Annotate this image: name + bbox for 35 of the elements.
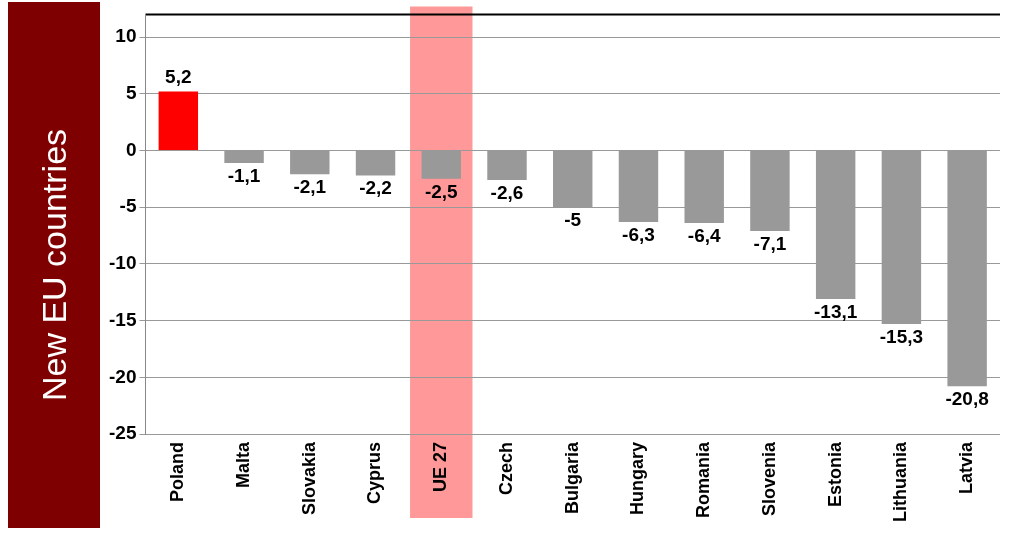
x-tick-label: Malta xyxy=(233,441,254,489)
data-label: -6,4 xyxy=(687,224,721,246)
data-label: -2,6 xyxy=(490,181,524,203)
y-tick-label: -5 xyxy=(119,195,137,217)
y-tick-label: 5 xyxy=(125,82,137,104)
x-tick-label: Latvia xyxy=(956,441,977,495)
y-tick-label: -20 xyxy=(108,365,137,387)
x-tick-label: Czech xyxy=(495,442,516,496)
x-tick-label: Bulgaria xyxy=(561,441,582,515)
y-tick-label: -15 xyxy=(108,308,137,330)
data-label: 5,2 xyxy=(165,66,192,88)
data-label: -1,1 xyxy=(227,164,261,186)
x-tick-label: Slovakia xyxy=(298,441,319,516)
y-tick-label: 0 xyxy=(125,138,137,160)
data-label: -15,3 xyxy=(879,325,924,347)
data-label: -13,1 xyxy=(814,300,858,322)
x-tick-label: Poland xyxy=(167,442,188,503)
data-label: -6,3 xyxy=(622,223,655,245)
x-tick-label: Slovenia xyxy=(758,441,779,517)
x-tick-label: Romania xyxy=(693,441,714,519)
data-label: -5 xyxy=(564,208,582,230)
data-label: -2,1 xyxy=(293,176,327,198)
y-tick-label: -25 xyxy=(108,422,137,444)
data-label: -20,8 xyxy=(945,388,989,410)
x-tick-label: Hungary xyxy=(627,442,648,516)
data-label: -7,1 xyxy=(753,232,787,254)
x-tick-label: Estonia xyxy=(824,441,845,508)
x-tick-label: Lithuania xyxy=(890,441,911,522)
y-axis-title: New EU countries xyxy=(34,128,74,402)
x-tick-label: Cyprus xyxy=(364,442,385,505)
data-label: -2,2 xyxy=(359,177,392,199)
y-tick-label: 10 xyxy=(115,25,137,47)
y-tick-label: -10 xyxy=(108,252,137,274)
data-label: -2,5 xyxy=(424,180,459,202)
x-tick-label: UE 27 xyxy=(430,442,451,493)
